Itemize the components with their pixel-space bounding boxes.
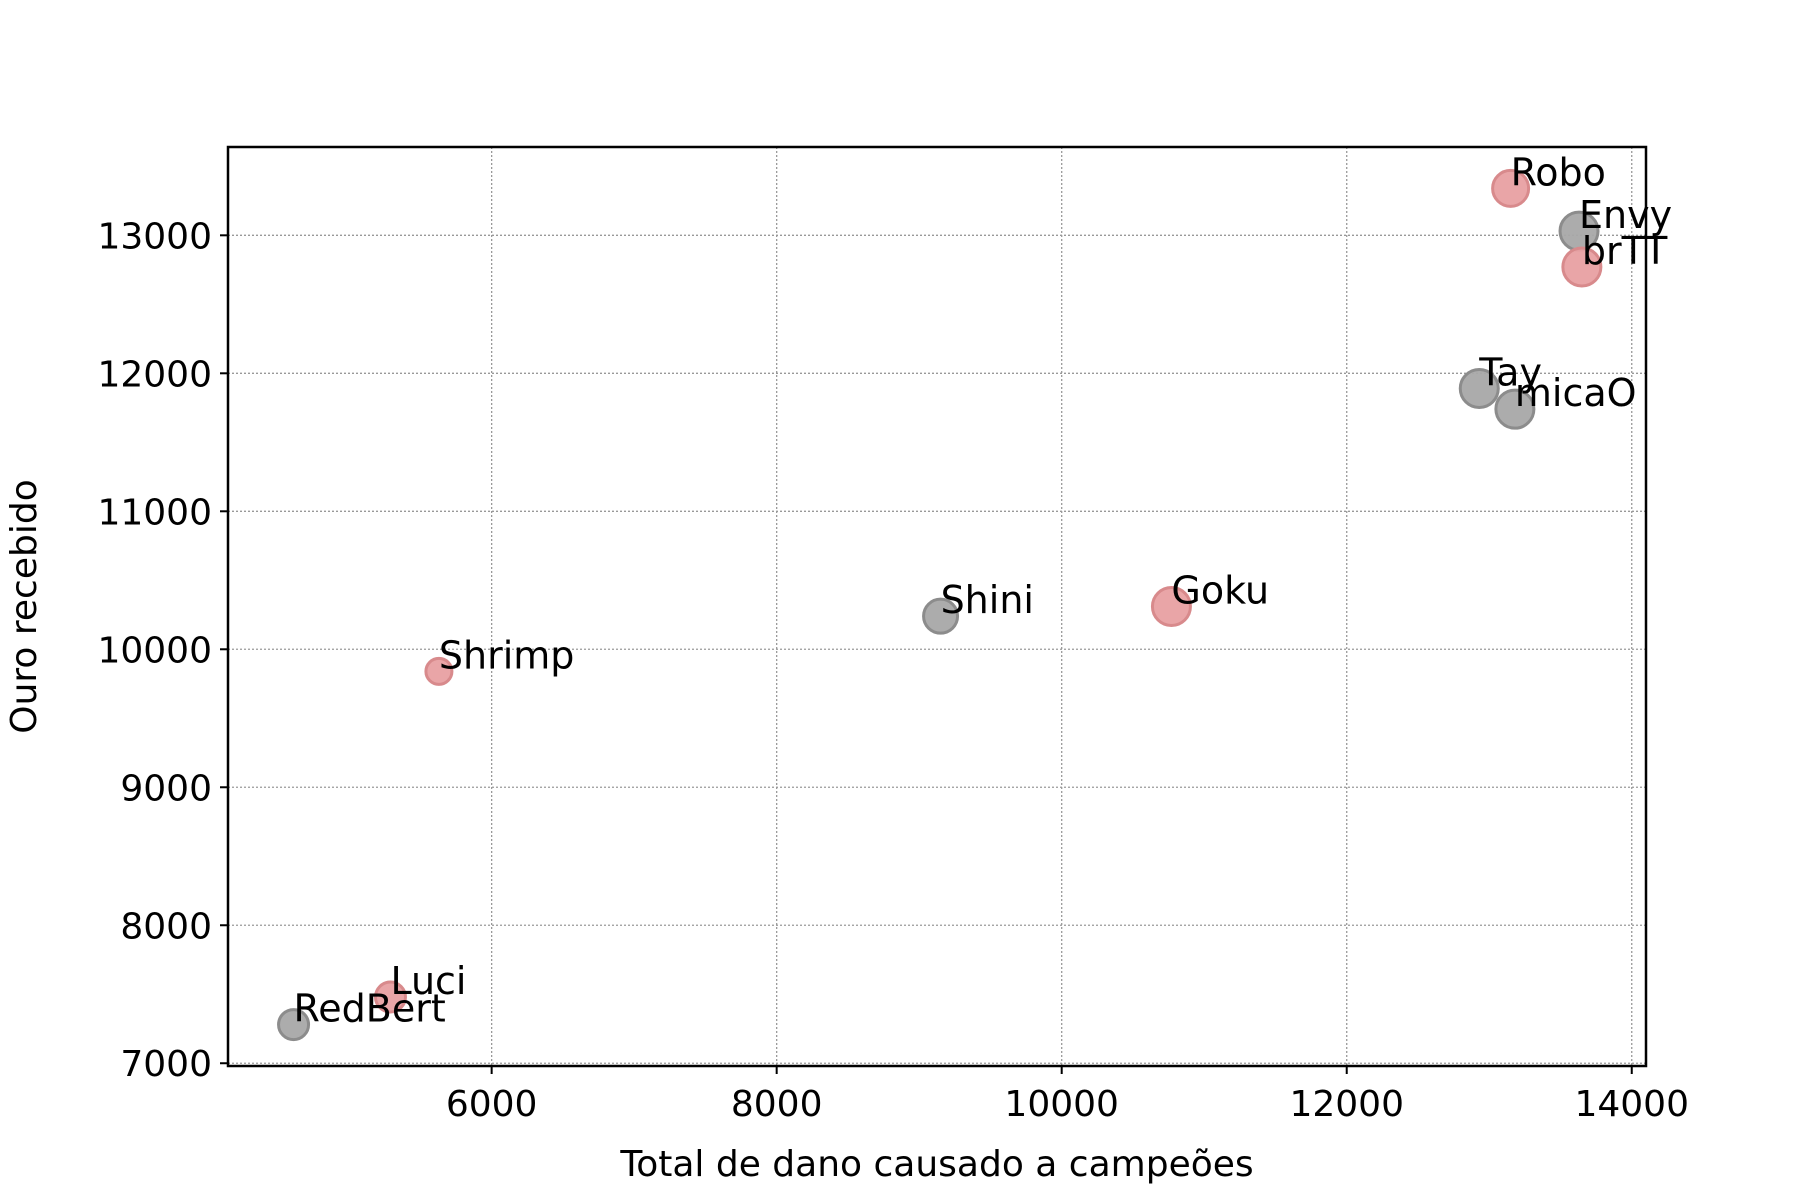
point-label: Shini	[941, 578, 1034, 622]
y-tick-label: 10000	[97, 630, 212, 671]
x-tick-label: 8000	[731, 1084, 823, 1125]
scatter-point	[1494, 388, 1536, 430]
point-label: Luci	[390, 959, 466, 1003]
scatter-point	[922, 597, 960, 635]
point-label: Tay	[1478, 350, 1542, 394]
point-label: brTT	[1582, 229, 1668, 273]
point-label: Shrimp	[439, 633, 575, 677]
grid	[228, 147, 1646, 1066]
y-tick-label: 13000	[97, 216, 212, 257]
axis-ticks: 6000 8000 10000 12000 14000 7000 8000 9000 10000…	[97, 216, 1689, 1125]
point-label: RedBert	[294, 987, 446, 1031]
point-label: Envy	[1579, 193, 1672, 237]
y-tick-label: 11000	[97, 492, 212, 533]
scatter-point	[1491, 168, 1531, 208]
x-tick-label: 12000	[1289, 1084, 1404, 1125]
scatter-point	[1150, 586, 1192, 627]
x-tick-label: 10000	[1004, 1084, 1119, 1125]
y-tick-label: 9000	[120, 768, 212, 809]
scatter-point	[1561, 246, 1603, 288]
y-tick-label: 7000	[120, 1044, 212, 1085]
scatter-point	[424, 656, 454, 686]
point-label: micaO	[1515, 371, 1637, 415]
x-tick-label: 6000	[446, 1084, 538, 1125]
point-label: Robo	[1511, 150, 1606, 194]
y-tick-label: 12000	[97, 354, 212, 395]
scatter-point	[1458, 367, 1500, 409]
point-label: Goku	[1171, 569, 1269, 613]
plot-frame	[226, 145, 1648, 1068]
y-axis-label: Ouro recebido	[4, 479, 45, 733]
scatter-point	[373, 980, 407, 1014]
x-axis-label: Total de dano causado a campeões	[619, 1144, 1253, 1185]
scatter-point	[277, 1008, 311, 1042]
y-tick-label: 8000	[120, 906, 212, 947]
data-points	[277, 168, 1603, 1042]
x-tick-label: 14000	[1574, 1084, 1689, 1125]
